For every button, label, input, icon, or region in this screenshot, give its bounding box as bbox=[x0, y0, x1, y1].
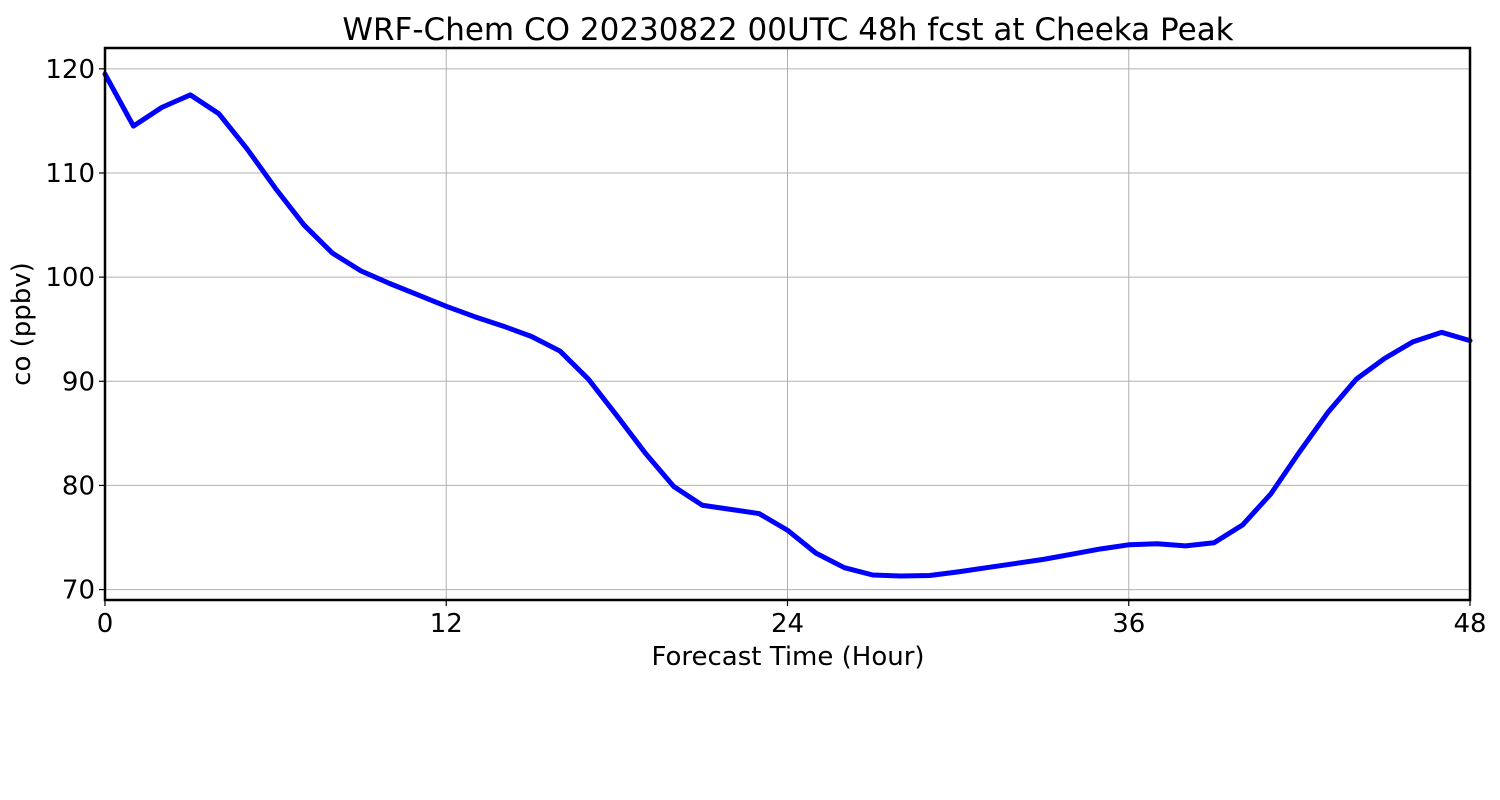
y-tick-label: 90 bbox=[62, 367, 95, 397]
chart-title: WRF-Chem CO 20230822 00UTC 48h fcst at C… bbox=[342, 12, 1233, 48]
x-axis-label: Forecast Time (Hour) bbox=[651, 642, 924, 672]
grid bbox=[104, 48, 1471, 600]
axis-ticks: 0 12 24 36 48 70 80 90 100 110 120 bbox=[45, 55, 1486, 639]
x-tick-label: 48 bbox=[1453, 609, 1486, 639]
x-tick-label: 12 bbox=[430, 609, 463, 639]
y-tick-label: 110 bbox=[45, 159, 95, 189]
series-group bbox=[102, 71, 1473, 579]
x-tick-label: 0 bbox=[97, 609, 114, 639]
y-tick-label: 120 bbox=[45, 55, 95, 85]
y-tick-label: 80 bbox=[62, 471, 95, 501]
y-axis-label: co (ppbv) bbox=[7, 262, 37, 386]
plot-frame bbox=[103, 46, 1472, 602]
y-tick-label: 100 bbox=[45, 263, 95, 293]
co-series-line bbox=[102, 71, 1473, 579]
y-tick-label: 70 bbox=[62, 576, 95, 606]
x-tick-label: 24 bbox=[771, 609, 804, 639]
x-tick-label: 36 bbox=[1112, 609, 1145, 639]
